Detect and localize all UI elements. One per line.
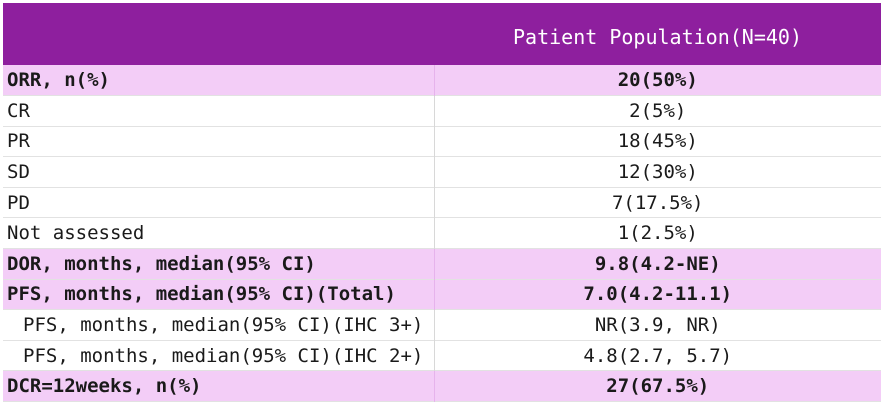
row-label: CR: [7, 99, 30, 122]
row-label: DOR, months, median(95% CI): [7, 252, 316, 275]
row-value: 2(5%): [433, 95, 881, 127]
row-label: PR: [7, 130, 30, 153]
table-row-pfs-ihc2: PFS, months, median(95% CI)(IHC 2+) 4.8(…: [3, 340, 881, 371]
row-value: 9.8(4.2-NE): [433, 248, 881, 280]
row-label: DCR=12weeks, n(%): [7, 375, 202, 398]
results-table: Patient Population(N=40) ORR, n(%) 20(50…: [3, 3, 881, 402]
table-row-sd: SD 12(30%): [3, 156, 881, 188]
header-cell-empty: [3, 3, 434, 65]
row-value: 7(17.5%): [433, 187, 881, 218]
table-header-row: Patient Population(N=40): [3, 3, 881, 65]
row-label: Not assessed: [7, 222, 145, 245]
row-label: SD: [7, 161, 30, 184]
row-label: PFS, months, median(95% CI)(IHC 3+): [23, 314, 424, 337]
table-row-dcr: DCR=12weeks, n(%) 27(67.5%): [3, 370, 881, 402]
row-value: 4.8(2.7, 5.7): [433, 340, 881, 371]
table-row-cr: CR 2(5%): [3, 95, 881, 127]
table-row-pfs-ihc3: PFS, months, median(95% CI)(IHC 3+) NR(3…: [3, 309, 881, 341]
row-value: NR(3.9, NR): [433, 309, 881, 341]
row-label: PFS, months, median(95% CI)(IHC 2+): [23, 344, 424, 367]
table-row-not-assessed: Not assessed 1(2.5%): [3, 217, 881, 249]
row-value: 12(30%): [433, 156, 881, 188]
header-cell-patient-population: Patient Population(N=40): [513, 25, 802, 49]
row-label: PD: [7, 191, 30, 214]
table-row-orr: ORR, n(%) 20(50%): [3, 65, 881, 96]
table-row-pd: PD 7(17.5%): [3, 187, 881, 218]
row-label: ORR, n(%): [7, 69, 110, 92]
row-label: PFS, months, median(95% CI)(Total): [7, 283, 396, 306]
row-value: 7.0(4.2-11.1): [433, 279, 881, 310]
row-value: 20(50%): [433, 65, 881, 96]
row-value: 1(2.5%): [433, 217, 881, 249]
table-row-dor: DOR, months, median(95% CI) 9.8(4.2-NE): [3, 248, 881, 280]
row-value: 18(45%): [433, 126, 881, 157]
table-row-pfs-total: PFS, months, median(95% CI)(Total) 7.0(4…: [3, 279, 881, 310]
table-row-pr: PR 18(45%): [3, 126, 881, 157]
row-value: 27(67.5%): [433, 370, 881, 402]
